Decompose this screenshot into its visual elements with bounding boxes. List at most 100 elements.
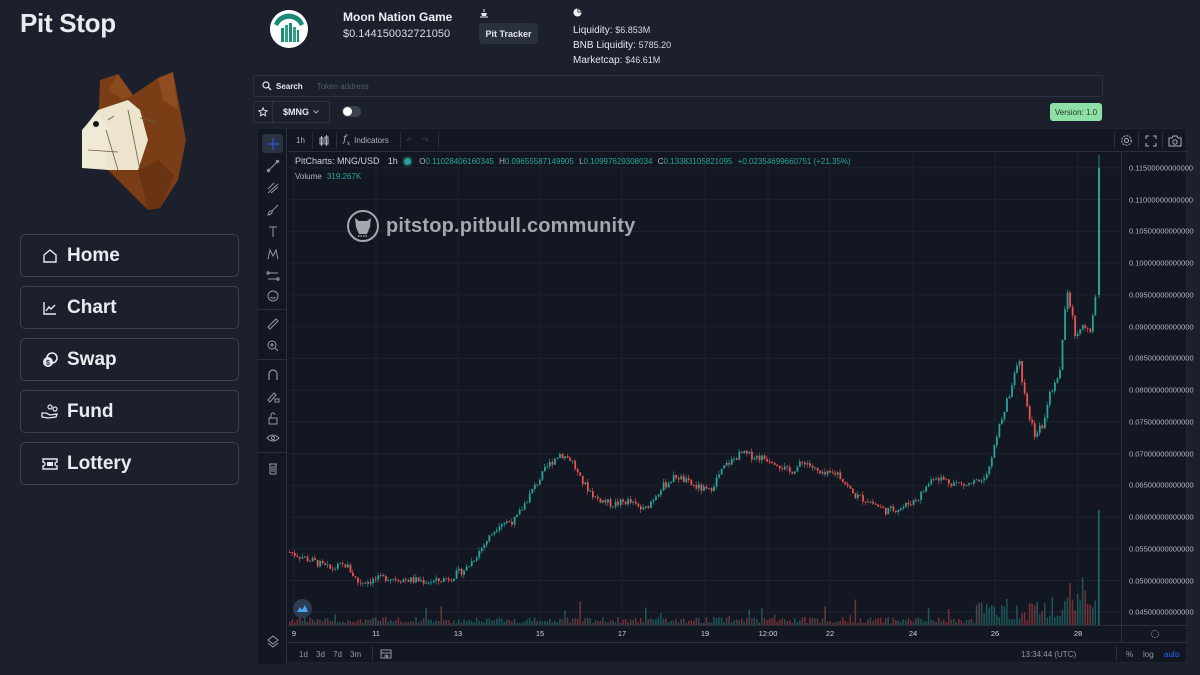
range-1d-button[interactable]: 1d (299, 649, 308, 659)
theme-toggle[interactable] (342, 106, 361, 117)
favorite-button[interactable] (253, 101, 273, 123)
sidebar-item-label: Swap (67, 348, 117, 370)
toolbar-divider (336, 132, 337, 149)
high-value: 0.09655587149905 (504, 157, 574, 166)
trend-line-tool[interactable] (262, 156, 283, 175)
token-name: Moon Nation Game (343, 10, 453, 24)
toolbar-divider (258, 359, 287, 360)
range-7d-button[interactable]: 7d (333, 649, 342, 659)
time-tick: 13 (453, 629, 463, 638)
screenshot-button[interactable] (1168, 129, 1182, 152)
price-tick: 0.07000000000000 (1129, 449, 1194, 459)
symbol-value: $MNG (282, 107, 309, 117)
crosshair-tool[interactable] (262, 134, 283, 153)
chart-provider-logo[interactable] (293, 599, 312, 618)
close-value: 0.13383105821095 (663, 157, 733, 166)
toolbar-divider (258, 452, 287, 453)
price-tick: 0.10000000000000 (1129, 258, 1194, 268)
camera-icon (1168, 135, 1182, 146)
drawing-toolbar (258, 129, 287, 664)
range-3m-button[interactable]: 3m (350, 649, 362, 659)
cup-icon (480, 9, 488, 18)
price-axis[interactable]: 0.04500000000000 0.05000000000000 0.055000… (1121, 152, 1194, 625)
liquidity-stat: Liquidity: $6.853M (573, 25, 651, 36)
sidebar-item-label: Chart (67, 296, 117, 318)
remove-drawings-tool[interactable] (262, 458, 283, 477)
trash-icon (268, 463, 277, 474)
pitbull-watermark-icon (347, 210, 379, 242)
zoom-in-icon (267, 340, 278, 351)
fullscreen-button[interactable] (1145, 129, 1157, 152)
sidebar-item-swap[interactable]: $ Swap (20, 338, 239, 381)
pattern-tool[interactable] (262, 244, 283, 263)
hide-drawings-tool[interactable] (262, 429, 283, 448)
bnb-liquidity-stat: BNB Liquidity: 5785.20 (573, 40, 672, 51)
undo-button[interactable]: ↶ (406, 129, 413, 152)
price-chart-canvas[interactable] (288, 152, 1121, 625)
pit-tracker-button[interactable]: Pit Tracker (479, 23, 538, 44)
axis-settings-button[interactable] (1121, 625, 1188, 642)
ruler-tool[interactable] (262, 314, 283, 333)
token-address-input[interactable] (316, 81, 1017, 91)
zoom-in-tool[interactable] (262, 336, 283, 355)
sidebar-item-chart[interactable]: Chart (20, 286, 239, 329)
text-tool[interactable] (262, 222, 283, 241)
magnet-icon (267, 368, 278, 380)
lock-drawings-tool[interactable] (262, 387, 283, 406)
interval-button[interactable]: 1h (296, 136, 305, 145)
price-tick: 0.10500000000000 (1129, 226, 1194, 236)
symbol-selector[interactable]: $MNG (273, 101, 330, 123)
eye-icon (265, 434, 280, 441)
lock-tool[interactable] (262, 408, 283, 427)
sidebar-item-fund[interactable]: Fund (20, 390, 239, 433)
log-scale-button[interactable]: log (1143, 649, 1154, 659)
time-axis[interactable]: 9 11 13 15 17 19 12:00 22 24 26 28 (288, 625, 1121, 642)
pie-chart-icon (573, 8, 582, 17)
brush-tool[interactable] (262, 200, 283, 219)
hand-coins-icon (41, 403, 59, 421)
fx-icon: fx (343, 134, 351, 147)
redo-button[interactable]: ↷ (422, 129, 429, 152)
range-3d-button[interactable]: 3d (316, 649, 325, 659)
toolbar-divider (1114, 132, 1115, 149)
crosshair-icon (266, 137, 279, 150)
token-stats: Liquidity: $6.853M BNB Liquidity: 5785.2… (573, 23, 671, 68)
price-tick: 0.11500000000000 (1129, 163, 1194, 173)
sidebar-item-label: Home (67, 244, 120, 266)
toolbar-divider (1116, 646, 1117, 661)
time-tick: 19 (700, 629, 710, 638)
chart-watermark: pitstop.pitbull.community (346, 209, 635, 243)
candle-style-button[interactable] (318, 129, 330, 152)
indicators-button[interactable]: fx Indicators (343, 129, 389, 152)
toolbar-divider (372, 646, 373, 661)
marketcap-stat: Marketcap: $46.61M (573, 55, 661, 66)
sidebar-item-lottery[interactable]: Lottery (20, 442, 239, 485)
measure-range-tool[interactable] (262, 266, 283, 285)
toolbar-divider (400, 132, 401, 149)
price-tick: 0.06000000000000 (1129, 512, 1194, 522)
sidebar-item-label: Lottery (67, 452, 132, 474)
toolbar-divider (258, 309, 287, 310)
change-value: +0.02354699660751 (+21.35%) (737, 157, 851, 166)
legend-symbol: PitCharts: MNG/USD (295, 156, 380, 166)
chevron-down-icon (313, 110, 319, 114)
home-icon (41, 247, 59, 265)
market-status-dot (404, 158, 411, 165)
fib-tool[interactable] (262, 178, 283, 197)
sidebar-item-home[interactable]: Home (20, 234, 239, 277)
auto-scale-button[interactable]: auto (1164, 649, 1180, 659)
chart-top-toolbar: 1h fx Indicators ↶ ↷ (288, 129, 1188, 152)
toolbar-divider (1138, 132, 1139, 149)
percent-scale-button[interactable]: % (1126, 649, 1134, 659)
utc-clock[interactable]: 13:34:44 (UTC) (1021, 649, 1077, 659)
low-value: 0.10997629308034 (583, 157, 653, 166)
object-tree-tool[interactable] (262, 631, 283, 650)
toggle-knob (343, 107, 352, 116)
magnet-tool[interactable] (262, 365, 283, 384)
volume-legend: Volume 319.267K (295, 172, 362, 181)
star-icon (258, 107, 268, 117)
emoji-tool[interactable] (262, 286, 283, 305)
settings-button[interactable] (1120, 129, 1133, 152)
go-to-date-button[interactable] (380, 643, 392, 665)
ticket-icon (41, 455, 59, 473)
